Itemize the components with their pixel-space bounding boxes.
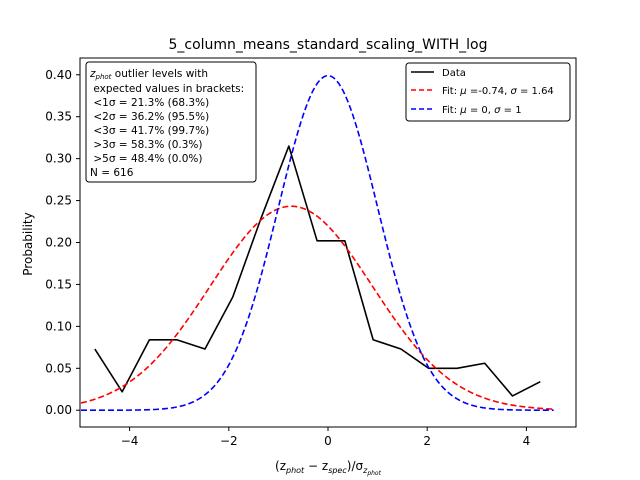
annotation-line: <1σ = 21.3% (68.3%) — [90, 97, 209, 109]
x-tick-label: 2 — [423, 434, 431, 448]
annotation-line: N = 616 — [90, 167, 134, 179]
x-label-subsub: phot — [366, 470, 381, 477]
series-line-1 — [80, 205, 554, 410]
annotation-line: <2σ = 36.2% (95.5%) — [90, 111, 209, 123]
x-label-sub: z — [362, 466, 368, 475]
annotation-text: outlier levels with — [111, 68, 208, 80]
legend-entry-fit-red: Fit: μ =-0.74, σ = 1.64 — [442, 86, 554, 97]
y-axis-label: Probability — [21, 212, 35, 275]
chart-title: 5_column_means_standard_scaling_WITH_log — [168, 37, 487, 53]
annotation-line: expected values in brackets: — [90, 83, 244, 95]
x-label-part: )/σ — [347, 459, 364, 473]
legend-box — [405, 62, 571, 122]
x-label-part: (z — [275, 459, 286, 473]
annotation-box — [85, 61, 257, 183]
y-tick-label: 0.05 — [45, 361, 72, 375]
annotation-line: >5σ = 48.4% (0.0%) — [90, 153, 203, 165]
y-axis: 0.00 0.05 0.10 0.15 0.20 0.25 0.30 0.35 0.40 — [45, 68, 80, 417]
annotation-sub: phot — [95, 73, 112, 81]
outlier-annotation: zphot outlier levels with expected value… — [85, 61, 257, 183]
y-tick-label: 0.30 — [45, 152, 72, 166]
y-tick-label: 0.20 — [45, 236, 72, 250]
legend-entry-fit-blue: Fit: μ = 0, σ = 1 — [442, 105, 522, 116]
x-axis-label: (zphot − zspec)/σzphot — [275, 459, 382, 477]
y-tick-label: 0.25 — [45, 194, 72, 208]
y-tick-label: 0.15 — [45, 277, 72, 291]
x-tick-label: 0 — [324, 434, 332, 448]
series-layer — [80, 74, 554, 412]
x-label-sub: phot — [285, 466, 305, 475]
x-axis: −4 −2 0 2 4 — [121, 427, 530, 448]
x-tick-label: −2 — [220, 434, 238, 448]
annotation-line: zphot outlier levels with — [89, 68, 208, 81]
y-tick-label: 0.00 — [45, 403, 72, 417]
x-tick-label: −4 — [121, 434, 139, 448]
annotation-line: >3σ = 58.3% (0.3%) — [90, 139, 203, 151]
y-tick-label: 0.10 — [45, 319, 72, 333]
legend-entry-data: Data — [442, 68, 466, 79]
x-tick-label: 4 — [523, 434, 531, 448]
y-tick-label: 0.35 — [45, 110, 72, 124]
x-label-sub: spec — [328, 466, 347, 475]
y-tick-label: 0.40 — [45, 68, 72, 82]
plot-area: −4 −2 0 2 4 0.00 0.05 0.10 0.15 0.20 0.25 0.30 0.35… — [45, 57, 577, 448]
series-line-2 — [80, 74, 554, 412]
annotation-line: <3σ = 41.7% (99.7%) — [90, 125, 209, 137]
annotation-var: z — [89, 68, 96, 80]
series-line-0 — [94, 145, 541, 397]
legend: Data Fit: μ =-0.74, σ = 1.64 Fit: μ = 0,… — [405, 62, 571, 122]
x-label-part: − z — [304, 459, 328, 473]
